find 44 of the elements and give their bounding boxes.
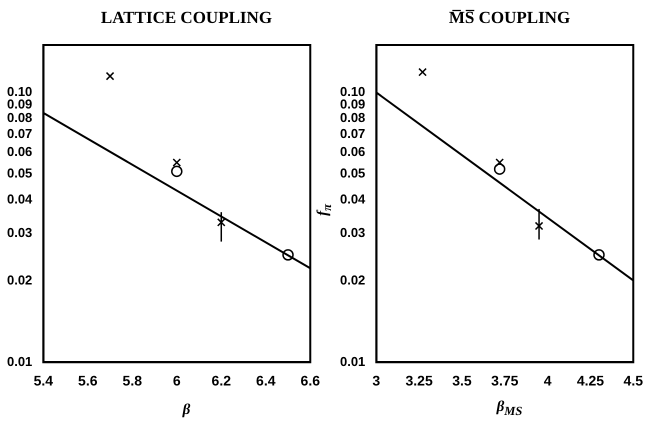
x-tick-label: 6.2 [212,372,232,388]
point [534,222,544,230]
x-tick-label: 3 [372,372,380,388]
x-tick-label: 3.75 [491,372,519,388]
x-axis-title: β$_{MS}$ [495,399,524,419]
y-tick-label: 0.05 [6,165,32,180]
point [171,166,183,178]
point [216,218,226,227]
y-tick-label: 0.01 [6,354,32,369]
y-tick-label: 0.06 [340,144,366,159]
y-tick-label: 0.02 [6,272,32,288]
point [282,249,294,261]
x-tick-label: 5.4 [34,372,54,388]
y-tick-label: 0.02 [340,272,366,288]
chart-title: LATTICE COUPLING [100,8,274,28]
x-tick-label: 5.8 [122,372,142,388]
y-tick-label: 0.03 [340,225,366,240]
x-tick-label: 6.4 [256,372,276,388]
x-tick-label: 6 [172,372,181,388]
y-tick-label: 0.05 [340,165,366,180]
x-tick-label: 4.25 [576,372,604,388]
y-tick-label: 0.03 [6,225,32,240]
y-tick-label: 0.06 [6,144,32,159]
y-tick-label: 0.07 [340,126,366,141]
chart-title: M̅S̅ COUPLING [448,8,572,28]
point [593,249,605,261]
y-tick-label: 0.04 [340,191,366,206]
y-tick-label: 0.04 [6,191,34,206]
x-tick-label: 3.25 [406,372,433,388]
point [495,158,504,167]
y-tick-label: 0.01 [340,354,366,369]
x-tick-label: 4 [544,372,552,388]
x-tick-label: 3.5 [452,372,472,388]
x-tick-label: 5.6 [78,372,98,388]
y-tick-label: 0.08 [340,110,366,126]
point [418,68,427,76]
x-tick-label: 6.6 [300,372,320,388]
point [494,163,506,175]
point [106,72,114,80]
x-axis-title: β [181,402,192,419]
point [172,158,182,167]
x-tick-label: 4.5 [624,372,644,388]
y-tick-label: 0.07 [6,126,32,141]
y-tick-label: 0.08 [6,110,32,126]
